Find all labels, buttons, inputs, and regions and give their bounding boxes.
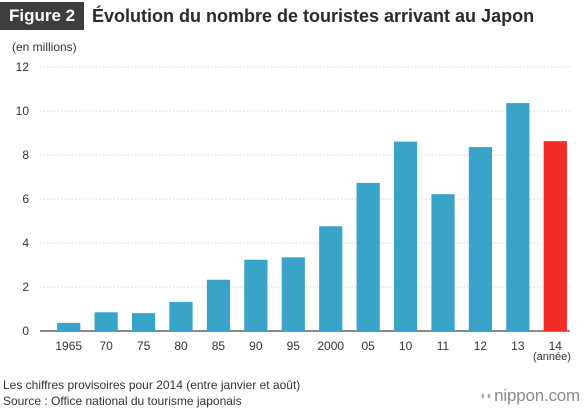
chart-title: Évolution du nombre de touristes arrivan… (92, 6, 535, 26)
x-axis-label: (année) (533, 351, 571, 363)
x-tick-label: 85 (212, 339, 226, 353)
x-tick-label: 11 (437, 339, 450, 353)
bar-2000 (319, 226, 343, 331)
provisional-note: Les chiffres provisoires pour 2014 (entr… (3, 378, 301, 392)
bar-chart: 0 2 4 6 8 10 12 1965 70 75 80 85 90 95 2000 05 10 11 12 13… (16, 60, 570, 353)
bar-90 (244, 259, 268, 331)
brand-mark-icon: ◖◗ (479, 390, 493, 402)
bar-10 (393, 141, 418, 331)
x-tick-label: 1965 (55, 339, 82, 353)
x-tick-label: 12 (474, 339, 488, 353)
brand-name: nippon.com (494, 386, 580, 405)
x-tick-label: 05 (361, 339, 375, 353)
x-tick-label: 95 (287, 339, 301, 353)
y-axis-label: (en millions) (12, 40, 77, 54)
bar-12 (468, 147, 493, 331)
y-axis-ticks: 0 2 4 6 8 10 12 (16, 60, 30, 338)
y-tick-label: 2 (22, 280, 29, 294)
bar-85 (206, 279, 231, 331)
bar-05 (356, 182, 380, 331)
y-tick-label: 6 (22, 192, 29, 206)
y-tick-label: 0 (22, 324, 29, 338)
bar-13 (506, 103, 530, 331)
x-tick-label: 70 (99, 339, 113, 353)
x-tick-label: 13 (511, 339, 525, 353)
bar-1965 (57, 322, 81, 331)
x-axis-ticks: 1965 70 75 80 85 90 95 2000 05 10 11 12 13 14 (55, 339, 562, 353)
x-tick-label: 2000 (317, 339, 344, 353)
y-tick-label: 4 (22, 236, 29, 250)
bar-95 (281, 257, 305, 331)
y-tick-label: 10 (16, 104, 30, 118)
brand-logo: ◖◗ nippon.com (479, 386, 580, 406)
bar-11 (431, 194, 455, 331)
figure-badge: Figure 2 (0, 2, 85, 30)
x-tick-label: 80 (174, 339, 188, 353)
x-tick-label: 90 (249, 339, 263, 353)
y-tick-label: 12 (16, 60, 30, 74)
bar-80 (169, 301, 193, 331)
bar-14 (543, 141, 567, 331)
x-tick-label: 14 (549, 339, 563, 353)
bar-75 (131, 313, 156, 331)
bar-70 (94, 312, 118, 331)
y-tick-label: 8 (22, 148, 29, 162)
x-tick-label: 10 (399, 339, 413, 353)
chart-bars (57, 103, 567, 331)
source-note: Source : Office national du tourisme jap… (3, 394, 242, 408)
x-tick-label: 75 (137, 339, 151, 353)
